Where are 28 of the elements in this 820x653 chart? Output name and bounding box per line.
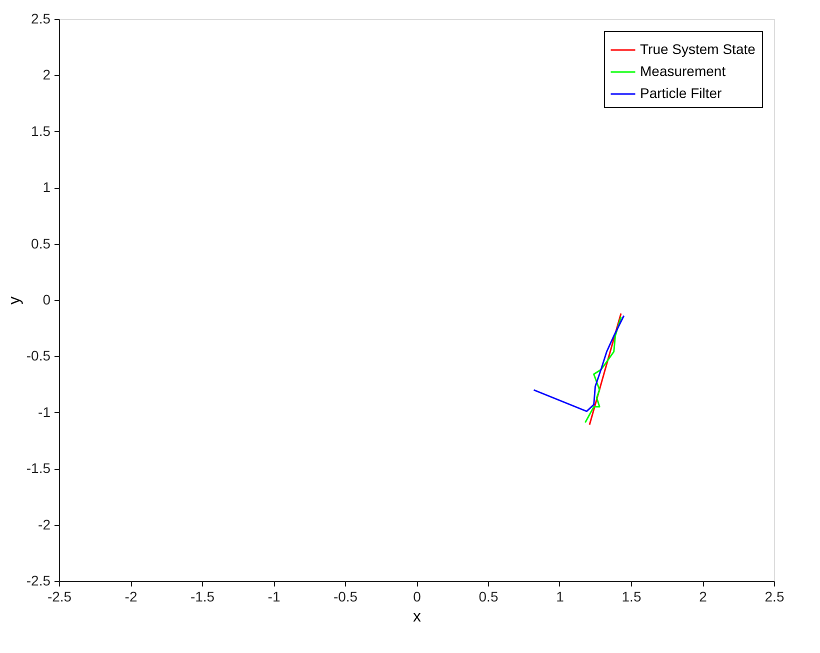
x-tick-label: -2 [124,588,138,604]
x-axis-title: x [413,608,421,626]
x-tick-label: 0 [413,588,422,604]
y-tick-label: -2.5 [26,572,51,588]
x-tick-label: 1 [556,588,564,604]
y-axis-title: y [6,296,24,304]
x-tick-label: 0.5 [478,588,498,604]
y-tick-label: -1 [38,404,51,420]
x-tick-label: 2.5 [764,588,784,604]
y-tick-label: 1.5 [31,122,51,139]
x-tick-label: -0.5 [333,588,358,604]
x-tick-label: -1 [268,588,280,604]
legend-label: Particle Filter [640,85,722,101]
line-series [533,314,625,412]
y-tick-label: -2 [38,516,51,532]
legend-label: True System State [640,41,756,57]
y-tick-label: 2 [42,66,51,83]
y-tick-label: -0.5 [26,348,51,364]
legend-label: Measurement [640,63,726,79]
x-tick-label: 1.5 [622,588,642,604]
y-tick-label: 0 [42,292,51,308]
y-tick-label: 0.5 [31,235,51,252]
line-series [584,316,622,424]
x-tick-label: 2 [699,588,708,604]
y-tick-label: 1 [42,179,51,196]
x-tick-label: -1.5 [190,588,215,604]
y-tick-label: 2.5 [31,10,51,26]
y-tick-label: -1.5 [26,460,51,476]
